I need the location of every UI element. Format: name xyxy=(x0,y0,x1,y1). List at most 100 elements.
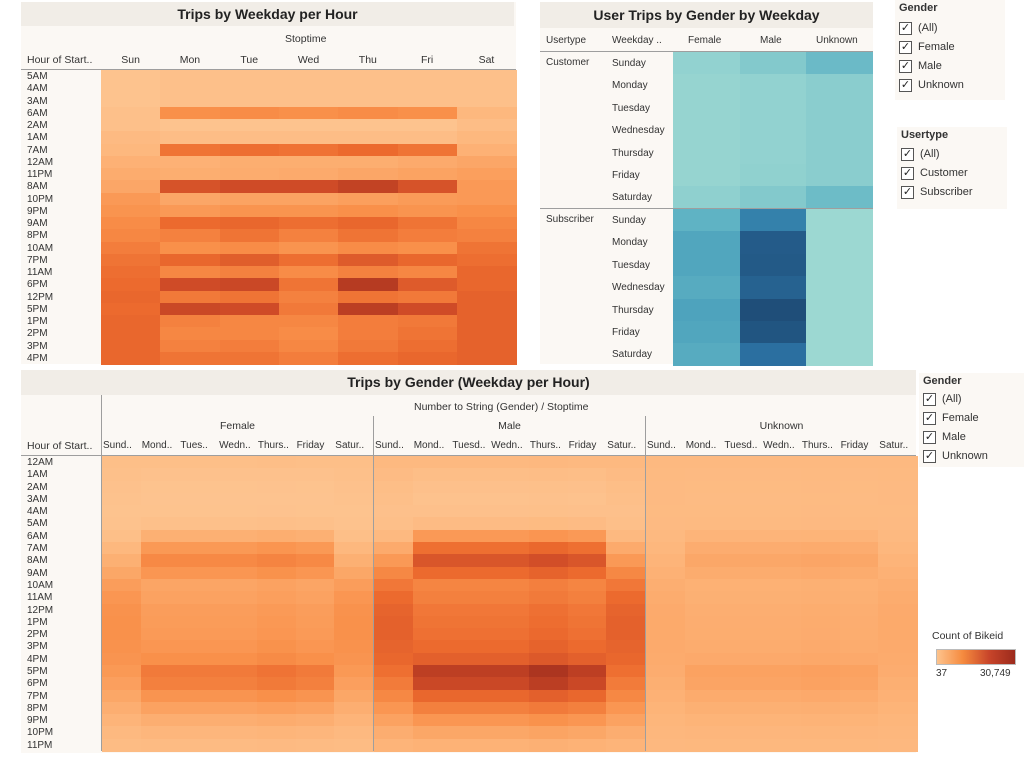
gender-hour-cell[interactable] xyxy=(295,677,335,691)
gender-hour-cell[interactable] xyxy=(800,701,841,715)
gender-cell[interactable] xyxy=(739,164,807,187)
gender-hour-cell[interactable] xyxy=(451,578,491,592)
heatmap-cell[interactable] xyxy=(160,143,221,157)
gender-hour-cell[interactable] xyxy=(334,505,374,519)
gender-hour-cell[interactable] xyxy=(295,615,335,629)
gender-hour-cell[interactable] xyxy=(218,578,258,592)
gender-hour-cell[interactable] xyxy=(334,738,374,752)
heatmap-cell[interactable] xyxy=(338,290,399,304)
gender-hour-cell[interactable] xyxy=(878,726,918,740)
gender-hour-cell[interactable] xyxy=(878,456,918,469)
gender-hour-cell[interactable] xyxy=(878,566,918,580)
gender-hour-cell[interactable] xyxy=(684,505,725,519)
gender-hour-cell[interactable] xyxy=(451,689,491,703)
gender-hour-cell[interactable] xyxy=(528,603,569,617)
heatmap-cell[interactable] xyxy=(101,217,161,230)
gender-hour-cell[interactable] xyxy=(646,492,686,506)
gender-hour-cell[interactable] xyxy=(646,603,686,617)
gender-hour-cell[interactable] xyxy=(800,652,841,666)
heatmap-cell[interactable] xyxy=(397,168,458,181)
gender-hour-cell[interactable] xyxy=(567,591,607,605)
heatmap-cell[interactable] xyxy=(101,290,161,304)
gender-hour-cell[interactable] xyxy=(334,628,374,641)
gender-hour-cell[interactable] xyxy=(800,738,841,752)
checkbox[interactable]: ✓ xyxy=(899,21,912,35)
gender-hour-cell[interactable] xyxy=(723,480,763,494)
heatmap-cell[interactable] xyxy=(219,266,280,279)
gender-hour-cell[interactable] xyxy=(295,505,335,519)
gender-hour-cell[interactable] xyxy=(334,591,374,605)
gender-hour-cell[interactable] xyxy=(567,677,607,691)
gender-hour-cell[interactable] xyxy=(878,738,918,752)
gender-hour-cell[interactable] xyxy=(256,652,297,666)
gender-hour-cell[interactable] xyxy=(878,677,918,691)
gender-hour-cell[interactable] xyxy=(800,689,841,703)
gender-cell[interactable] xyxy=(739,253,807,277)
gender-hour-cell[interactable] xyxy=(179,677,219,691)
gender-cell[interactable] xyxy=(739,141,807,165)
gender-hour-cell[interactable] xyxy=(334,566,374,580)
gender-hour-cell[interactable] xyxy=(762,554,802,568)
gender-hour-cell[interactable] xyxy=(412,701,453,715)
gender-hour-cell[interactable] xyxy=(878,529,918,543)
heatmap-cell[interactable] xyxy=(160,339,221,353)
heatmap-cell[interactable] xyxy=(278,119,339,132)
gender-hour-cell[interactable] xyxy=(878,468,918,482)
gender-hour-cell[interactable] xyxy=(412,615,453,629)
gender-hour-cell[interactable] xyxy=(374,677,414,691)
gender-hour-cell[interactable] xyxy=(723,677,763,691)
gender-hour-cell[interactable] xyxy=(528,664,569,678)
gender-hour-cell[interactable] xyxy=(412,578,453,592)
filter-option[interactable]: ✓ (All) xyxy=(901,146,940,162)
gender-hour-cell[interactable] xyxy=(334,578,374,592)
gender-hour-cell[interactable] xyxy=(762,578,802,592)
heatmap-cell[interactable] xyxy=(338,143,399,157)
gender-hour-cell[interactable] xyxy=(490,578,530,592)
gender-hour-cell[interactable] xyxy=(723,689,763,703)
gender-hour-cell[interactable] xyxy=(374,578,414,592)
gender-hour-cell[interactable] xyxy=(412,677,453,691)
gender-hour-cell[interactable] xyxy=(800,615,841,629)
gender-hour-cell[interactable] xyxy=(374,664,414,678)
gender-hour-cell[interactable] xyxy=(179,480,219,494)
gender-hour-cell[interactable] xyxy=(140,492,181,506)
heatmap-cell[interactable] xyxy=(101,253,161,267)
gender-hour-cell[interactable] xyxy=(374,468,414,482)
gender-cell[interactable] xyxy=(739,276,807,300)
gender-hour-cell[interactable] xyxy=(800,566,841,580)
checkbox[interactable]: ✓ xyxy=(899,78,912,92)
gender-hour-cell[interactable] xyxy=(490,714,530,728)
heatmap-cell[interactable] xyxy=(160,241,221,255)
heatmap-cell[interactable] xyxy=(278,204,339,218)
gender-hour-cell[interactable] xyxy=(839,542,879,555)
heatmap-cell[interactable] xyxy=(456,106,517,120)
heatmap-cell[interactable] xyxy=(397,131,458,145)
heatmap-cell[interactable] xyxy=(397,278,458,292)
heatmap-cell[interactable] xyxy=(219,204,280,218)
heatmap-cell[interactable] xyxy=(456,155,517,169)
gender-cell[interactable] xyxy=(673,253,741,277)
gender-hour-cell[interactable] xyxy=(374,517,414,531)
gender-hour-cell[interactable] xyxy=(839,677,879,691)
gender-hour-cell[interactable] xyxy=(878,505,918,519)
gender-hour-cell[interactable] xyxy=(179,615,219,629)
gender-hour-cell[interactable] xyxy=(140,480,181,494)
gender-hour-cell[interactable] xyxy=(334,677,374,691)
gender-hour-cell[interactable] xyxy=(334,615,374,629)
heatmap-cell[interactable] xyxy=(160,168,221,181)
gender-hour-cell[interactable] xyxy=(295,566,335,580)
gender-hour-cell[interactable] xyxy=(140,726,181,740)
gender-hour-cell[interactable] xyxy=(412,603,453,617)
heatmap-cell[interactable] xyxy=(219,315,280,328)
gender-hour-cell[interactable] xyxy=(684,578,725,592)
gender-hour-cell[interactable] xyxy=(374,701,414,715)
gender-hour-cell[interactable] xyxy=(490,726,530,740)
gender-hour-cell[interactable] xyxy=(528,738,569,752)
heatmap-cell[interactable] xyxy=(456,229,517,243)
gender-hour-cell[interactable] xyxy=(723,664,763,678)
heatmap-cell[interactable] xyxy=(278,106,339,120)
gender-hour-cell[interactable] xyxy=(140,652,181,666)
gender-hour-cell[interactable] xyxy=(839,664,879,678)
gender-hour-cell[interactable] xyxy=(839,701,879,715)
gender-hour-cell[interactable] xyxy=(606,664,646,678)
